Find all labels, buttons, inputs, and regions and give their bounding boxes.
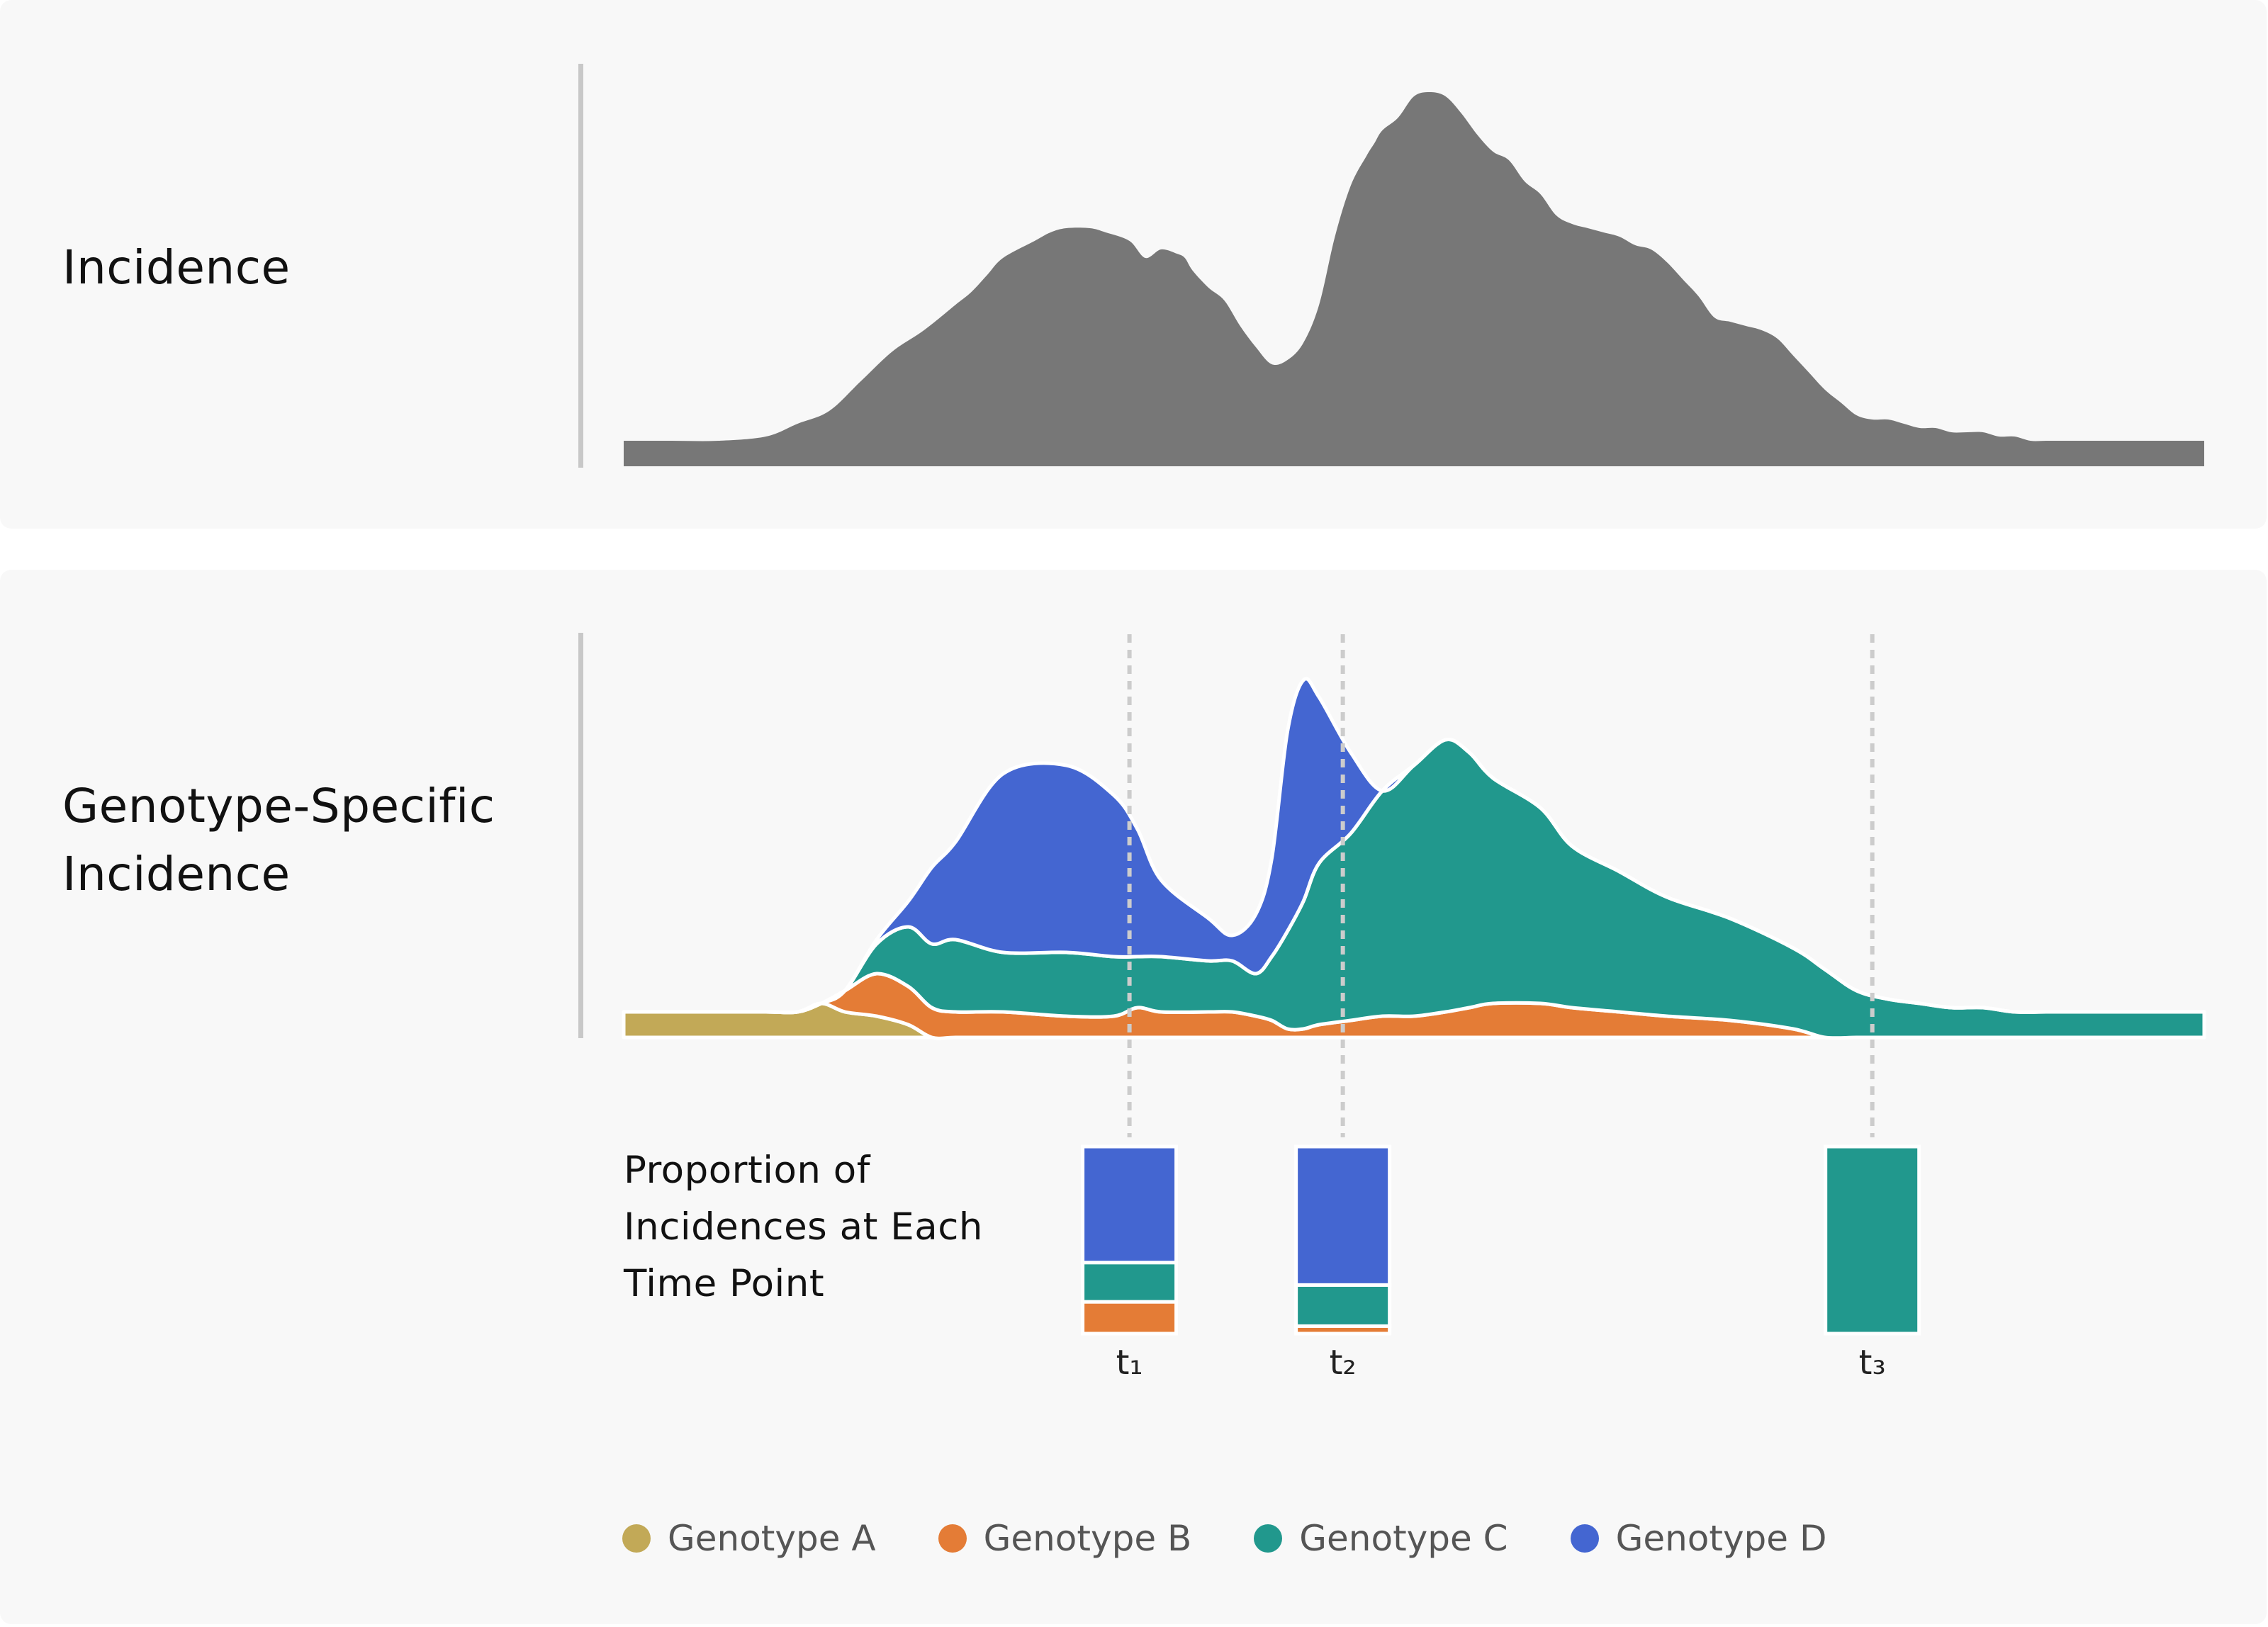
time-point-label-t3: t₃ bbox=[1858, 1343, 1886, 1383]
time-point-label-t2: t₂ bbox=[1329, 1343, 1357, 1383]
legend-item-genotype-b: Genotype B bbox=[938, 1518, 1192, 1559]
proportion-bar-genotype-d bbox=[1294, 1144, 1392, 1287]
genotype-specific-label: Genotype-Specific Incidence bbox=[62, 779, 495, 901]
genotype-d-area bbox=[622, 677, 2206, 1015]
genotype-panel bbox=[0, 570, 2267, 1624]
proportion-label: Proportion of Incidences at Each Time Po… bbox=[624, 1149, 983, 1305]
legend-swatch-genotype-a bbox=[622, 1524, 651, 1553]
legend-swatch-genotype-b bbox=[938, 1524, 967, 1553]
legend-label: Genotype C bbox=[1299, 1518, 1508, 1559]
legend-label: Genotype A bbox=[668, 1518, 876, 1559]
legend-item-genotype-a: Genotype A bbox=[622, 1518, 876, 1559]
total-incidence-area bbox=[624, 92, 2204, 466]
incidence-label: Incidence bbox=[62, 240, 291, 295]
legend-item-genotype-c: Genotype C bbox=[1254, 1518, 1508, 1559]
legend-item-genotype-d: Genotype D bbox=[1570, 1518, 1827, 1559]
proportion-bar-genotype-c bbox=[1081, 1261, 1179, 1304]
legend-label: Genotype B bbox=[983, 1518, 1192, 1559]
time-point-label-t1: t₁ bbox=[1116, 1343, 1143, 1383]
legend: Genotype A Genotype B Genotype C Genotyp… bbox=[622, 1510, 1889, 1567]
proportion-bar-genotype-b bbox=[1081, 1300, 1179, 1336]
proportion-bar-genotype-d bbox=[1081, 1144, 1179, 1265]
proportion-bar-genotype-c bbox=[1294, 1283, 1392, 1328]
legend-swatch-genotype-d bbox=[1570, 1524, 1599, 1553]
proportion-bar-genotype-c bbox=[1824, 1144, 1921, 1336]
genotype-axis-line bbox=[578, 633, 583, 1038]
legend-label: Genotype D bbox=[1615, 1518, 1827, 1559]
legend-swatch-genotype-c bbox=[1254, 1524, 1283, 1553]
incidence-axis-line bbox=[578, 64, 583, 468]
